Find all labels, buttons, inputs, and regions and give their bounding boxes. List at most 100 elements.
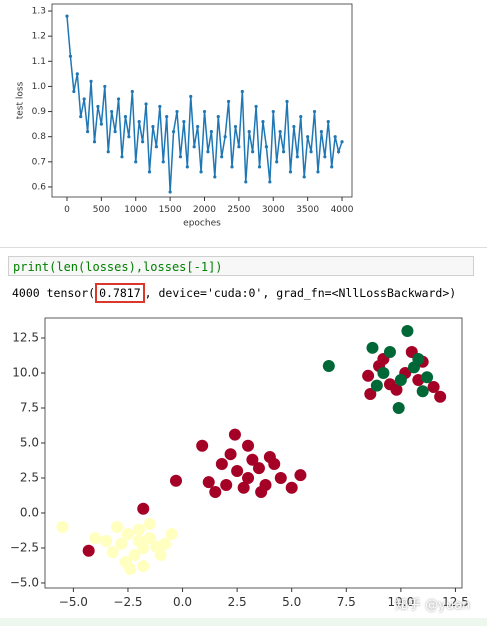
loss-point [323,155,327,159]
loss-point [230,165,234,169]
y-tick-label: 0.0 [20,505,39,519]
loss-point [141,140,145,144]
scatter-point [416,385,429,398]
loss-point [302,175,306,179]
loss-point [134,160,138,164]
x-tick-label: 2.5 [228,595,247,609]
scatter-point [100,534,113,547]
loss-point [340,140,344,144]
loss-point [336,150,341,154]
loss-point [171,130,176,134]
scatter-point [143,518,156,531]
loss-point [127,135,131,139]
loss-point [178,155,183,159]
scatter-point [143,532,156,545]
scatter-point [202,476,215,489]
scatter-point [154,548,167,561]
code-cell[interactable]: print(len(losses),losses[-1]) [8,256,474,276]
x-tick-label: 4000 [331,205,354,215]
scatter-point [137,541,150,554]
scatter-point [377,367,390,380]
loss-point [72,89,76,94]
loss-point [206,150,210,154]
loss-point [137,120,141,124]
y-axis-label: test loss [16,81,26,119]
scatter-point [137,560,150,573]
scatter-point [215,457,228,470]
x-tick-label: 500 [93,205,110,215]
scatter-point [394,374,407,387]
loss-point [254,104,258,109]
scatter-point [268,457,281,470]
loss-point [161,160,165,164]
loss-point [306,135,310,139]
y-tick-label: 7.5 [20,401,39,415]
scatter-point [128,548,141,561]
scatter-point [392,402,405,414]
loss-point [326,120,330,124]
loss-chart: 0 500 1000 1500 2000 2500 3000 3500 4000 0.6 0.7 0.… [16,3,354,229]
scatter-point [111,520,124,533]
scatter-point [169,474,182,487]
loss-point [333,135,337,139]
x-tick-label: 2000 [193,205,216,215]
x-tick-label: 10.0 [388,595,415,609]
y-tick-label: 1.1 [32,57,46,67]
output-text: 4000 tensor( [12,286,96,300]
y-tick-label: 12.5 [12,331,39,345]
scatter-point [246,453,259,466]
scatter-point [242,439,255,452]
loss-point [185,165,189,169]
scatter-point [220,478,233,491]
scatter-point [427,381,440,394]
y-tick-label: 5.0 [20,435,39,449]
scatter-point [137,502,150,515]
x-tick-label: 0 [64,205,70,215]
scatter-point [159,537,172,550]
loss-point [120,155,124,159]
loss-point [233,125,238,129]
scatter-point [82,544,95,557]
y-tick-label: 0.7 [32,157,46,167]
loss-point [65,14,69,18]
loss-point [285,99,289,104]
loss-point [82,97,86,101]
loss-point [237,145,241,149]
scatter-point [434,390,447,403]
loss-point [158,104,162,109]
scatter-point [285,481,298,494]
scatter-point [132,523,145,536]
loss-point [202,109,207,114]
loss-point [175,109,179,114]
loss-point [182,120,186,124]
loss-point [196,125,200,129]
y-tick-label: 0.6 [32,182,47,192]
scatter-chart: −5.0 −2.5 0.0 2.5 5.0 7.5 10.0 12.5 −5.0 −2.5 0.0 2… [10,317,469,609]
loss-point [92,140,97,144]
x-tick-label: 3000 [262,205,285,215]
loss-point [271,109,275,114]
x-tick-label: 7.5 [337,595,356,609]
scatter-point [383,346,396,359]
loss-point [154,145,158,149]
loss-point [75,72,79,76]
x-axis-label: epoches [183,219,221,229]
separator [0,247,487,248]
loss-point [216,114,220,119]
loss-point [151,125,155,129]
loss-point [264,145,268,149]
loss-point [299,114,303,119]
y-tick-label: 0.8 [32,132,47,142]
loss-point [165,114,169,119]
scatter-point [196,439,209,452]
loss-point [319,130,324,134]
loss-point [278,130,282,134]
loss-point [96,104,100,109]
scatter-point [231,464,244,477]
y-tick-label: 0.9 [32,107,47,117]
loss-point [251,150,255,154]
scatter-point [89,532,102,545]
footer-strip [0,618,487,626]
loss-point [247,130,251,134]
